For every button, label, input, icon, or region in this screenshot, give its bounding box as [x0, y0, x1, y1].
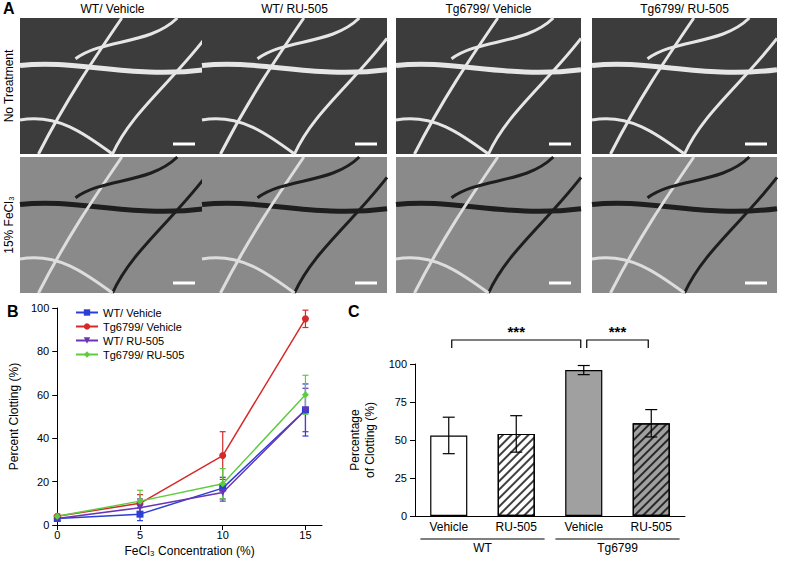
- svg-text:FeCl₃ Concentration (%): FeCl₃ Concentration (%): [124, 544, 254, 558]
- svg-text:60: 60: [37, 389, 49, 401]
- svg-text:B: B: [7, 303, 19, 320]
- svg-text:***: ***: [609, 323, 627, 340]
- svg-text:100: 100: [31, 302, 49, 314]
- svg-text:0: 0: [43, 519, 49, 531]
- svg-text:Tg6799/ RU-505: Tg6799/ RU-505: [103, 349, 184, 361]
- svg-text:No Treatment: No Treatment: [2, 49, 16, 122]
- svg-text:***: ***: [507, 323, 525, 340]
- svg-text:0: 0: [54, 529, 60, 541]
- svg-text:80: 80: [37, 345, 49, 357]
- svg-text:Percent Clotting (%): Percent Clotting (%): [7, 363, 21, 470]
- svg-text:75: 75: [395, 396, 407, 408]
- svg-text:WT/ Vehicle: WT/ Vehicle: [103, 307, 162, 319]
- svg-text:Percentage: Percentage: [348, 409, 362, 471]
- svg-text:WT/ RU-505: WT/ RU-505: [261, 2, 328, 16]
- svg-text:15% FeCl₃: 15% FeCl₃: [2, 196, 16, 254]
- svg-text:Vehicle: Vehicle: [429, 520, 468, 534]
- svg-text:15: 15: [299, 529, 311, 541]
- svg-text:20: 20: [37, 476, 49, 488]
- svg-text:25: 25: [395, 472, 407, 484]
- svg-text:WT/ Vehicle: WT/ Vehicle: [80, 2, 144, 16]
- svg-text:WT: WT: [473, 541, 492, 555]
- svg-text:Tg6799/ Vehicle: Tg6799/ Vehicle: [103, 321, 182, 333]
- svg-text:5: 5: [137, 529, 143, 541]
- svg-text:Vehicle: Vehicle: [564, 520, 603, 534]
- svg-text:10: 10: [217, 529, 229, 541]
- svg-text:50: 50: [395, 434, 407, 446]
- svg-text:Tg6799/ Vehicle: Tg6799/ Vehicle: [445, 2, 531, 16]
- svg-text:100: 100: [389, 358, 407, 370]
- svg-text:RU-505: RU-505: [631, 520, 673, 534]
- svg-text:WT/ RU-505: WT/ RU-505: [103, 335, 164, 347]
- svg-text:A: A: [3, 0, 15, 17]
- svg-text:40: 40: [37, 432, 49, 444]
- svg-text:C: C: [348, 303, 360, 320]
- svg-text:Tg6799/ RU-505: Tg6799/ RU-505: [640, 2, 729, 16]
- svg-text:0: 0: [401, 510, 407, 522]
- svg-text:RU-505: RU-505: [496, 520, 538, 534]
- svg-text:Tg6799: Tg6799: [597, 541, 638, 555]
- svg-text:of Clotting (%): of Clotting (%): [363, 402, 377, 478]
